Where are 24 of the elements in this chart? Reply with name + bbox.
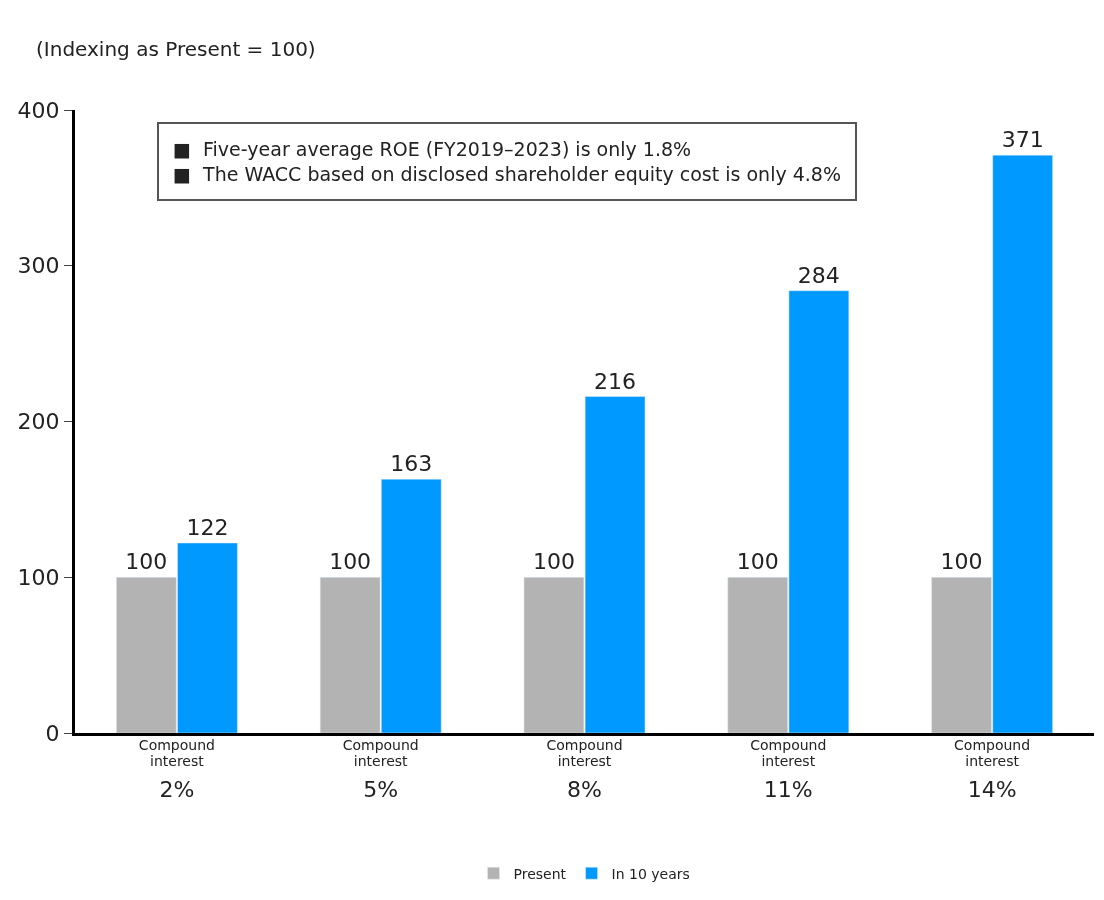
x-tick-label: Compound interest 2%: [138, 737, 215, 803]
y-tick-label: 100: [17, 564, 60, 590]
data-label: 100: [532, 549, 575, 575]
x-tick-label: Compound interest 11%: [750, 737, 827, 803]
data-label: 163: [390, 451, 433, 477]
y-tick-label: 0: [45, 720, 60, 746]
data-label: 371: [1001, 127, 1044, 153]
x-tick-label: Compound interest 14%: [954, 737, 1031, 803]
y-tick-label: 200: [17, 409, 60, 435]
annotation: ■ Five-year average ROE (FY2019–2023) is only 1.8% ■ The WACC based on disclosed shareholder equity cost is only 4.8%: [173, 138, 841, 185]
data-label: 100: [940, 549, 983, 575]
data-label: 216: [594, 368, 637, 394]
legend-label: In 10 years: [611, 865, 690, 882]
y-tick-label: 300: [17, 253, 60, 279]
x-tick-label: Compound interest 5%: [342, 737, 419, 803]
chart-subtitle: (Indexing as Present = 100): [36, 37, 316, 61]
data-label: 122: [186, 514, 229, 540]
legend-label: Present: [513, 865, 567, 882]
y-tick-label: 400: [17, 97, 60, 123]
data-label: 100: [329, 549, 372, 575]
data-label: 100: [736, 549, 779, 575]
data-label: 100: [125, 549, 168, 575]
x-tick-label: Compound interest 8%: [546, 737, 623, 803]
data-label: 284: [797, 262, 840, 288]
